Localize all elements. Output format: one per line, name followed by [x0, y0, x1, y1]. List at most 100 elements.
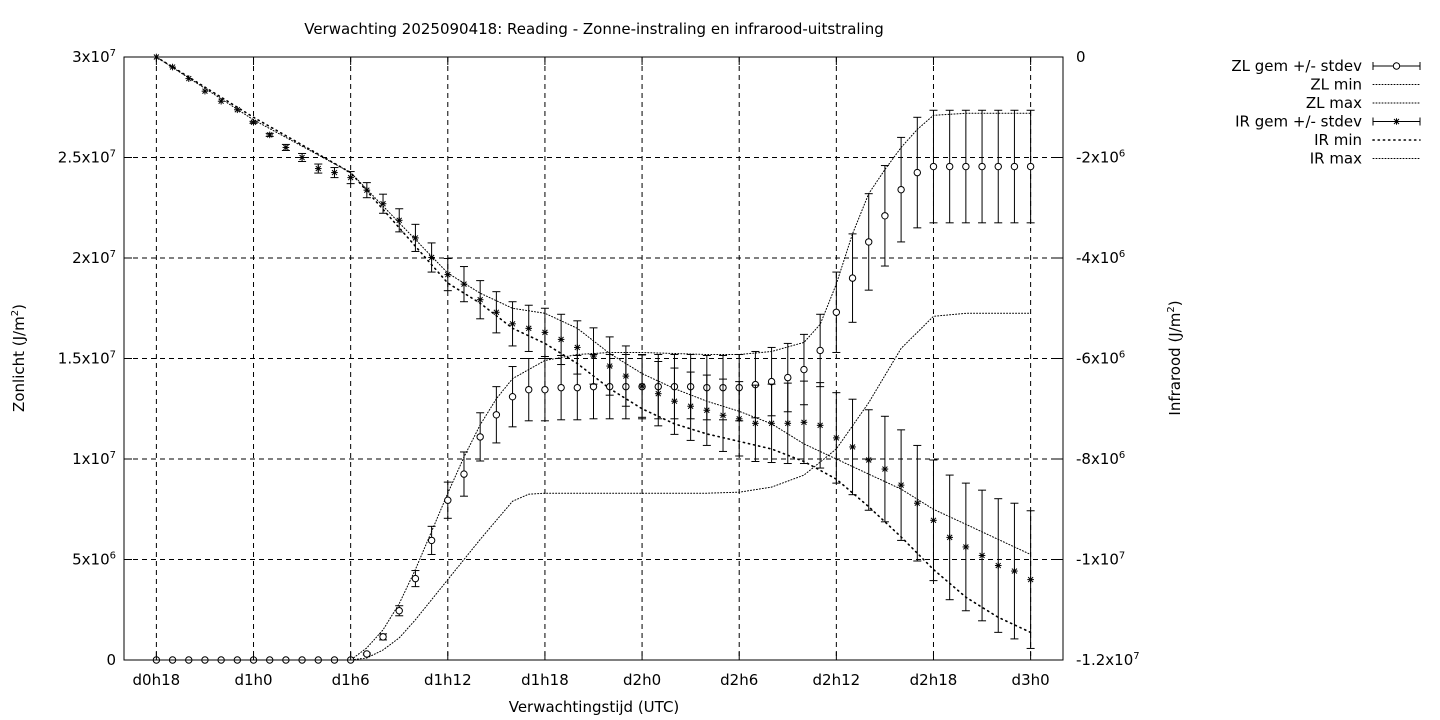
- data-point: [314, 165, 322, 172]
- data-point: [622, 372, 630, 380]
- x-tick-label: d1h6: [332, 671, 370, 689]
- y2-tick-label: -2x106: [1076, 149, 1125, 167]
- series-line-1: [155, 312, 1032, 661]
- data-point: [217, 97, 225, 105]
- legend-marker: [1392, 62, 1401, 70]
- y2-tick-label: -1.2x107: [1076, 651, 1140, 669]
- data-point: [250, 119, 257, 126]
- data-point: [1010, 162, 1019, 171]
- data-point: [169, 63, 176, 71]
- data-point: [735, 415, 743, 423]
- data-point: [800, 419, 808, 426]
- data-point: [379, 633, 387, 641]
- data-point: [363, 650, 371, 658]
- y-tick-label: 5x106: [72, 551, 116, 569]
- legend-label: ZL min: [1310, 76, 1362, 94]
- data-point: [1011, 567, 1018, 575]
- data-point: [784, 420, 792, 427]
- data-point: [800, 365, 808, 374]
- data-point: [460, 280, 468, 288]
- data-point: [428, 254, 435, 261]
- data-point: [590, 352, 597, 360]
- data-point: [331, 169, 338, 176]
- data-point: [492, 411, 501, 419]
- x-tick-label: d1h18: [521, 671, 569, 689]
- y2-tick-label: -8x106: [1076, 450, 1125, 468]
- data-point: [897, 481, 905, 489]
- data-point: [671, 397, 678, 405]
- data-point: [832, 308, 841, 316]
- x-tick-label: d2h6: [720, 671, 758, 689]
- legend-label: ZL max: [1306, 94, 1362, 112]
- data-point: [1026, 162, 1035, 171]
- data-point: [833, 434, 840, 442]
- data-point: [509, 320, 516, 328]
- data-point: [541, 329, 549, 336]
- data-point: [395, 217, 403, 224]
- data-point: [525, 385, 533, 394]
- data-point: [784, 373, 792, 382]
- y-axis-label: Zonlicht (J/m2): [10, 304, 28, 412]
- data-point: [395, 607, 403, 615]
- data-point: [493, 308, 500, 316]
- data-point: [654, 390, 662, 397]
- data-point: [557, 383, 565, 392]
- data-point: [913, 168, 921, 177]
- data-point: [994, 562, 1002, 569]
- data-point: [768, 420, 775, 427]
- series-3: [153, 53, 1035, 649]
- x-tick-label: d1h12: [424, 671, 472, 689]
- x-axis-label: Verwachtingstijd (UTC): [509, 698, 680, 716]
- data-point: [508, 392, 517, 401]
- data-point: [460, 470, 468, 478]
- data-point: [1027, 576, 1034, 583]
- data-point: [541, 385, 549, 394]
- data-point: [476, 296, 484, 304]
- data-point: [978, 552, 986, 559]
- data-point: [444, 271, 452, 278]
- y-tick-label: 1.5x107: [58, 350, 116, 368]
- x-tick-label: d2h12: [813, 671, 861, 689]
- y-tick-label: 2.5x107: [58, 149, 116, 167]
- data-point: [574, 344, 581, 351]
- legend-label: ZL gem +/- stdev: [1231, 57, 1362, 75]
- x-tick-label: d3h0: [1012, 671, 1050, 689]
- series-line-5: [155, 56, 1032, 555]
- data-point: [881, 465, 889, 473]
- data-point: [234, 106, 241, 114]
- chart-title: Verwachting 2025090418: Reading - Zonne-…: [304, 20, 884, 38]
- x-tick-label: d1h0: [234, 671, 272, 689]
- y2-tick-label: 0: [1076, 48, 1086, 66]
- y2-tick-label: -6x106: [1076, 350, 1125, 368]
- data-point: [849, 443, 856, 451]
- y2-tick-label: -4x106: [1076, 249, 1125, 267]
- data-point: [978, 162, 986, 171]
- data-point: [719, 411, 727, 419]
- data-point: [557, 336, 565, 343]
- data-point: [962, 162, 970, 171]
- data-point: [913, 499, 921, 507]
- data-point: [881, 212, 889, 220]
- x-tick-label: d2h0: [623, 671, 661, 689]
- data-point: [476, 433, 484, 441]
- legend-label: IR gem +/- stdev: [1235, 113, 1362, 131]
- data-point: [816, 346, 824, 355]
- data-point: [347, 174, 354, 181]
- y-tick-label: 0: [106, 651, 116, 669]
- data-point: [816, 422, 824, 429]
- data-point: [444, 496, 452, 504]
- data-point: [427, 536, 436, 545]
- data-point: [929, 162, 938, 171]
- data-point: [752, 420, 759, 427]
- data-point: [606, 362, 613, 370]
- y2-axis-label: Infrarood (J/m2): [1166, 300, 1184, 415]
- series-line-2: [155, 112, 1032, 661]
- y-tick-label: 1x107: [72, 450, 116, 468]
- legend-label: IR min: [1314, 131, 1362, 149]
- data-point: [298, 154, 306, 161]
- y2-tick-label: -1x107: [1076, 551, 1125, 569]
- data-point: [703, 406, 711, 414]
- plot-series: [152, 53, 1035, 664]
- data-point: [412, 234, 419, 242]
